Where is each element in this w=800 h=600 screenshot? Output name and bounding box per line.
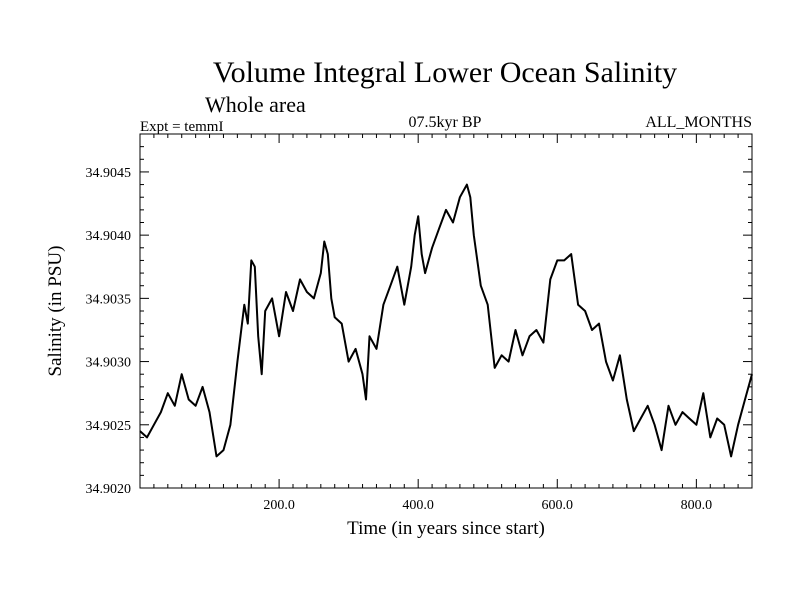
x-tick-label: 400.0 <box>402 498 434 513</box>
plot-area <box>139 183 753 458</box>
x-tick-label: 800.0 <box>681 498 713 513</box>
y-tick-label: 34.9035 <box>86 292 132 307</box>
y-tick-label: 34.9040 <box>86 229 132 244</box>
y-axis-label: Salinity (in PSU) <box>45 246 66 377</box>
y-tick-label: 34.9045 <box>86 166 132 181</box>
salinity-series-line <box>139 183 753 458</box>
chart-subtitle: Whole area <box>205 92 306 117</box>
period-label: 07.5kyr BP <box>409 114 482 131</box>
x-tick-label: 200.0 <box>263 498 295 513</box>
x-tick-label: 600.0 <box>542 498 574 513</box>
y-tick-label: 34.9025 <box>86 419 132 434</box>
y-tick-label: 34.9020 <box>86 482 132 497</box>
months-label: ALL_MONTHS <box>645 114 752 131</box>
axis-ticks: 200.0 400.0 600.0 800.0 34.9020 34.9025 34.903… <box>86 134 752 513</box>
x-axis-label: Time (in years since start) <box>347 518 545 539</box>
chart-title: Volume Integral Lower Ocean Salinity <box>213 56 677 89</box>
y-tick-label: 34.9030 <box>86 356 132 371</box>
expt-label: Expt = temmI <box>140 119 223 135</box>
